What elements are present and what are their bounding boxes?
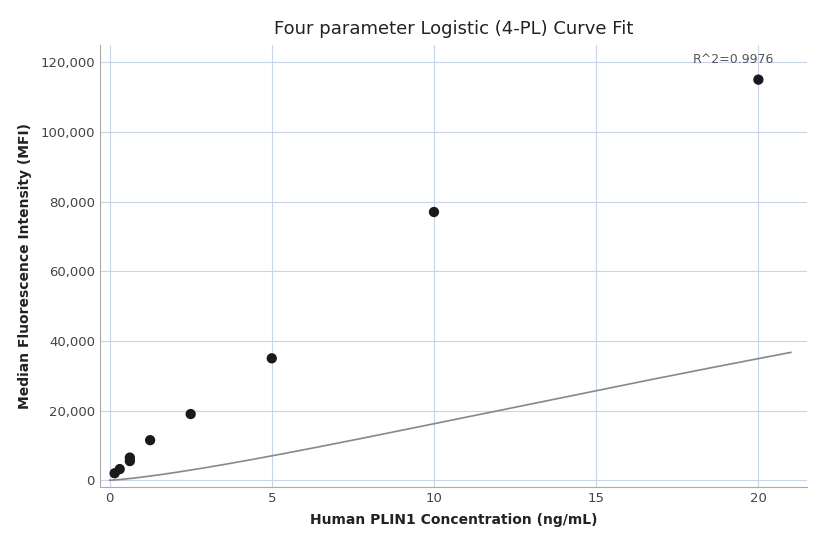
Title: Four parameter Logistic (4-PL) Curve Fit: Four parameter Logistic (4-PL) Curve Fit bbox=[274, 20, 633, 38]
Point bbox=[752, 75, 765, 84]
Point bbox=[184, 409, 197, 418]
Point bbox=[108, 469, 121, 478]
X-axis label: Human PLIN1 Concentration (ng/mL): Human PLIN1 Concentration (ng/mL) bbox=[310, 514, 597, 528]
Point bbox=[265, 354, 279, 363]
Point bbox=[123, 456, 136, 465]
Text: R^2=0.9976: R^2=0.9976 bbox=[693, 53, 775, 66]
Point bbox=[428, 208, 441, 217]
Point bbox=[123, 453, 136, 462]
Point bbox=[143, 436, 156, 445]
Y-axis label: Median Fluorescence Intensity (MFI): Median Fluorescence Intensity (MFI) bbox=[18, 123, 32, 409]
Point bbox=[113, 465, 126, 474]
